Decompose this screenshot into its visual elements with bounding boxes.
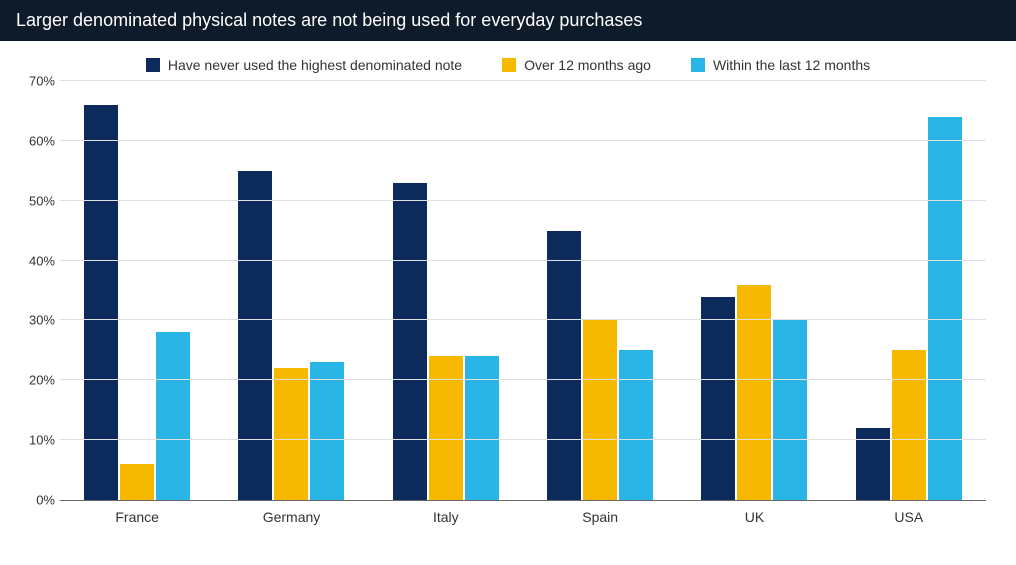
gridline bbox=[60, 260, 986, 261]
bar bbox=[156, 332, 190, 500]
legend-item-2: Within the last 12 months bbox=[691, 57, 870, 73]
gridline bbox=[60, 379, 986, 380]
legend-swatch-1 bbox=[502, 58, 516, 72]
bar-group bbox=[369, 81, 523, 500]
bar-groups bbox=[60, 81, 986, 500]
bar-group bbox=[60, 81, 214, 500]
gridline bbox=[60, 80, 986, 81]
bar bbox=[429, 356, 463, 500]
gridline bbox=[60, 439, 986, 440]
bar bbox=[310, 362, 344, 500]
y-tick-label: 60% bbox=[15, 133, 55, 148]
x-tick-label: Italy bbox=[369, 509, 523, 525]
legend-swatch-2 bbox=[691, 58, 705, 72]
bar-group bbox=[523, 81, 677, 500]
plot-area: 0%10%20%30%40%50%60%70% bbox=[60, 81, 986, 501]
x-tick-label: Spain bbox=[523, 509, 677, 525]
legend-label-2: Within the last 12 months bbox=[713, 57, 870, 73]
bar bbox=[238, 171, 272, 500]
chart-title: Larger denominated physical notes are no… bbox=[16, 10, 642, 30]
x-tick-label: UK bbox=[677, 509, 831, 525]
y-tick-label: 70% bbox=[15, 74, 55, 89]
gridline bbox=[60, 319, 986, 320]
x-axis-labels: FranceGermanyItalySpainUKUSA bbox=[60, 501, 986, 525]
bar-group bbox=[677, 81, 831, 500]
bar bbox=[737, 285, 771, 500]
x-tick-label: Germany bbox=[214, 509, 368, 525]
bar-group bbox=[214, 81, 368, 500]
gridline bbox=[60, 140, 986, 141]
y-tick-label: 50% bbox=[15, 193, 55, 208]
legend-label-1: Over 12 months ago bbox=[524, 57, 651, 73]
bar bbox=[892, 350, 926, 500]
bar bbox=[84, 105, 118, 500]
bar bbox=[274, 368, 308, 500]
legend: Have never used the highest denominated … bbox=[0, 41, 1016, 81]
bar bbox=[120, 464, 154, 500]
bar bbox=[583, 320, 617, 500]
bar bbox=[393, 183, 427, 500]
y-tick-label: 30% bbox=[15, 313, 55, 328]
legend-item-0: Have never used the highest denominated … bbox=[146, 57, 462, 73]
chart-title-bar: Larger denominated physical notes are no… bbox=[0, 0, 1016, 41]
legend-swatch-0 bbox=[146, 58, 160, 72]
bar bbox=[701, 297, 735, 501]
legend-item-1: Over 12 months ago bbox=[502, 57, 651, 73]
bar-group bbox=[832, 81, 986, 500]
y-tick-label: 20% bbox=[15, 373, 55, 388]
y-tick-label: 10% bbox=[15, 433, 55, 448]
x-tick-label: USA bbox=[832, 509, 986, 525]
bar bbox=[465, 356, 499, 500]
y-tick-label: 40% bbox=[15, 253, 55, 268]
legend-label-0: Have never used the highest denominated … bbox=[168, 57, 462, 73]
x-tick-label: France bbox=[60, 509, 214, 525]
chart-area: 0%10%20%30%40%50%60%70% FranceGermanyIta… bbox=[0, 81, 1016, 541]
gridline bbox=[60, 200, 986, 201]
bar bbox=[928, 117, 962, 500]
bar bbox=[773, 320, 807, 500]
y-tick-label: 0% bbox=[15, 493, 55, 508]
bar bbox=[619, 350, 653, 500]
bar bbox=[547, 231, 581, 500]
